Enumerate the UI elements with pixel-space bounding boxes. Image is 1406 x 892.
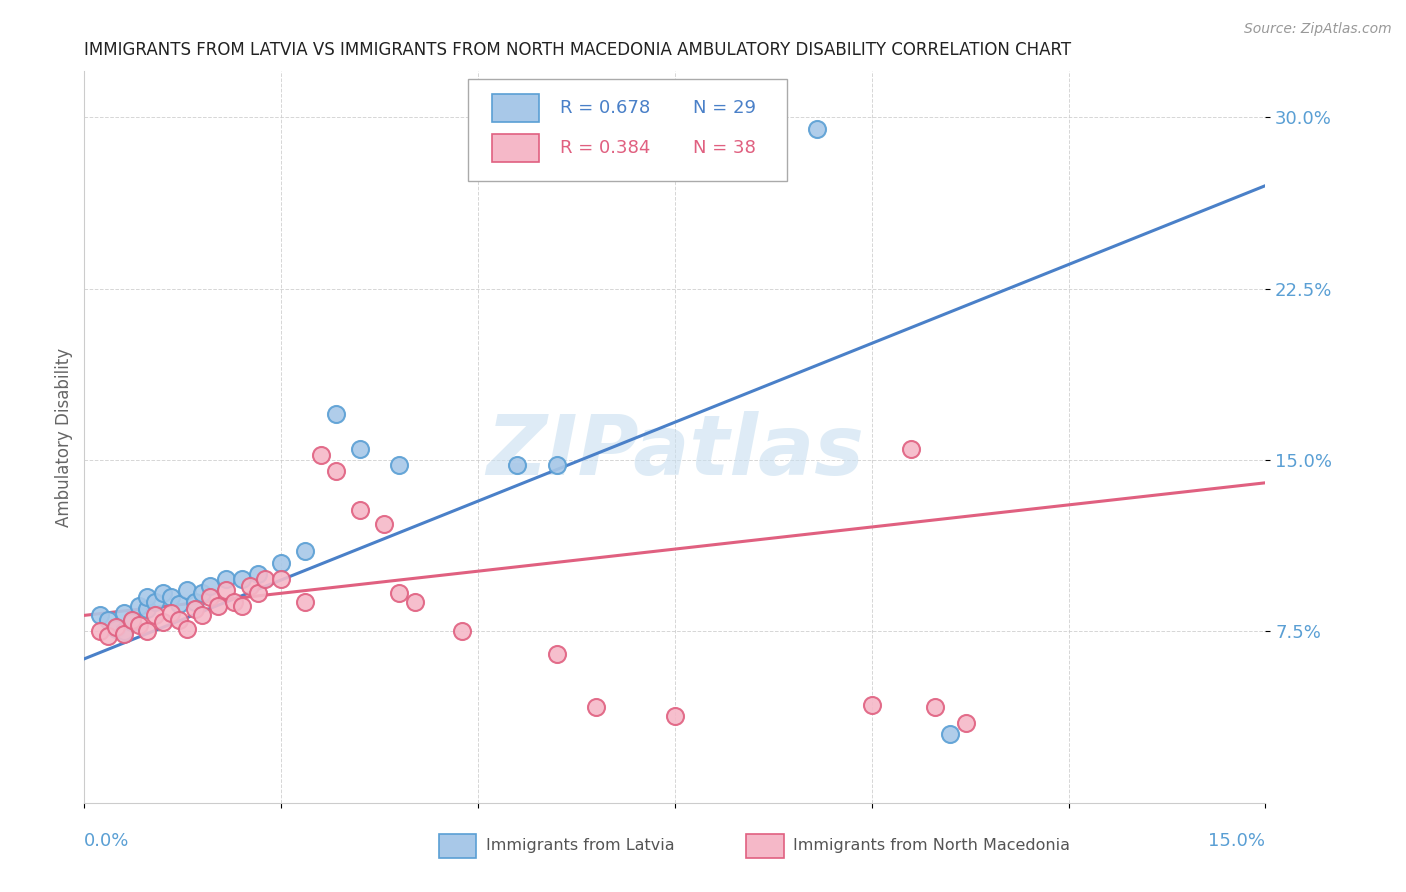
Point (955, 715, 977, 730)
Point (349, 442, 371, 456)
Point (664, 709, 686, 723)
Point (121, 613, 143, 627)
Point (112, 626, 135, 640)
Point (128, 599, 150, 614)
FancyBboxPatch shape (468, 78, 787, 181)
Text: R = 0.384: R = 0.384 (561, 139, 651, 157)
Point (89, 624, 111, 639)
Point (183, 595, 205, 609)
Point (349, 503, 371, 517)
Point (388, 458, 411, 472)
Point (167, 597, 190, 611)
Text: ZIPatlas: ZIPatlas (486, 411, 863, 492)
Point (231, 599, 253, 614)
Point (143, 608, 166, 623)
Text: N = 38: N = 38 (693, 139, 755, 157)
Text: 0.0%: 0.0% (84, 832, 129, 850)
Point (160, 590, 183, 604)
Point (191, 585, 214, 599)
Point (97, 613, 120, 627)
Point (121, 615, 143, 630)
Point (215, 583, 238, 598)
Point (167, 613, 190, 627)
Point (325, 407, 347, 421)
Point (200, 579, 222, 593)
Text: Immigrants from Latvia: Immigrants from Latvia (486, 838, 675, 854)
Point (546, 458, 568, 472)
Text: IMMIGRANTS FROM LATVIA VS IMMIGRANTS FROM NORTH MACEDONIA AMBULATORY DISABILITY : IMMIGRANTS FROM LATVIA VS IMMIGRANTS FRO… (84, 41, 1071, 59)
Point (231, 572, 253, 586)
Point (215, 572, 238, 586)
Point (806, 121, 828, 136)
Point (254, 572, 277, 586)
Text: Source: ZipAtlas.com: Source: ZipAtlas.com (1244, 22, 1392, 37)
Point (136, 601, 159, 615)
Point (128, 617, 150, 632)
Point (200, 590, 222, 604)
Y-axis label: Ambulatory Disability: Ambulatory Disability (55, 348, 73, 526)
Point (900, 442, 922, 456)
Point (239, 579, 262, 593)
Point (136, 590, 159, 604)
Point (506, 458, 529, 472)
Point (152, 585, 174, 599)
Point (246, 585, 269, 599)
Text: R = 0.678: R = 0.678 (561, 99, 651, 117)
Point (270, 556, 292, 570)
Point (388, 585, 411, 599)
Point (207, 599, 229, 614)
Point (325, 464, 347, 478)
Text: N = 29: N = 29 (693, 99, 755, 117)
Text: Immigrants from North Macedonia: Immigrants from North Macedonia (793, 838, 1070, 854)
Point (104, 622, 127, 636)
FancyBboxPatch shape (492, 94, 538, 122)
Point (143, 595, 166, 609)
Point (585, 699, 607, 714)
Point (183, 601, 205, 615)
Point (270, 572, 292, 586)
Point (97, 629, 120, 643)
Point (152, 615, 174, 630)
Point (860, 698, 883, 712)
Point (373, 516, 395, 531)
Point (176, 583, 198, 598)
Point (939, 727, 962, 741)
Point (136, 624, 159, 639)
Point (924, 699, 946, 714)
Point (191, 608, 214, 623)
Point (89, 608, 111, 623)
Point (294, 595, 316, 609)
Point (309, 449, 332, 463)
FancyBboxPatch shape (439, 834, 477, 858)
Point (404, 595, 426, 609)
Point (176, 622, 198, 636)
Point (451, 624, 474, 639)
Point (104, 620, 127, 634)
Point (294, 544, 316, 558)
Point (112, 606, 135, 620)
Point (112, 624, 135, 639)
Point (222, 595, 245, 609)
Point (546, 647, 568, 661)
FancyBboxPatch shape (745, 834, 783, 858)
Text: 15.0%: 15.0% (1208, 832, 1265, 850)
Point (246, 567, 269, 582)
Point (160, 606, 183, 620)
FancyBboxPatch shape (492, 135, 538, 162)
